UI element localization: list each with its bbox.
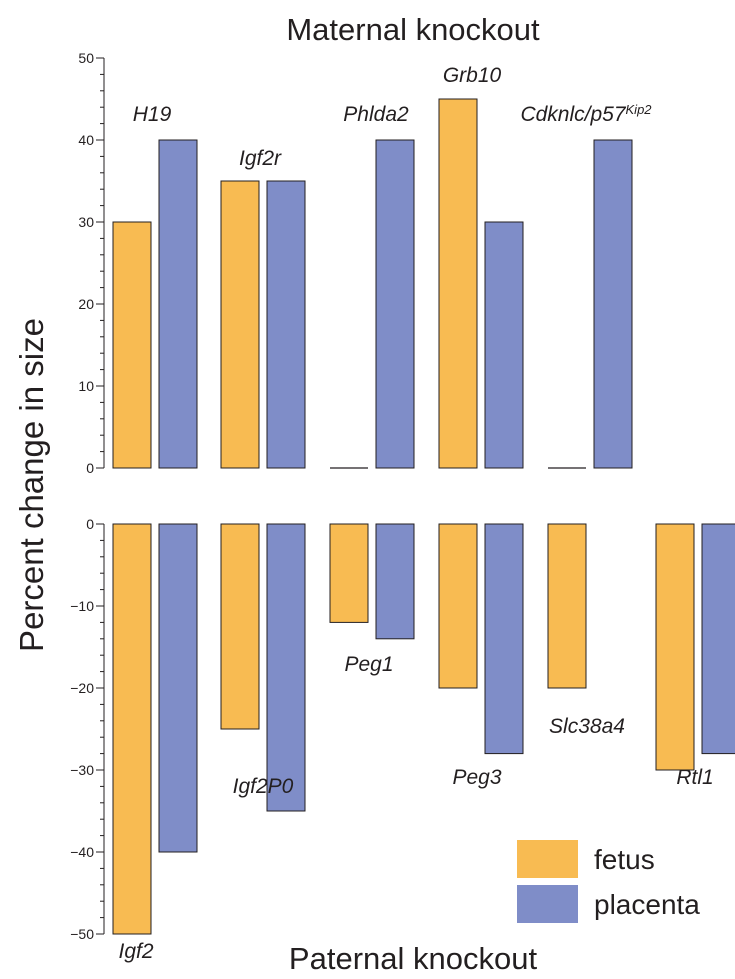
paternal-bar-peg3-fetus bbox=[438, 523, 478, 689]
top-y-tick-label: 10 bbox=[78, 378, 94, 394]
paternal-bar-rtl1-placenta bbox=[701, 523, 735, 755]
legend-swatch-fetus bbox=[517, 840, 578, 878]
maternal-bar-igf2r-placenta bbox=[266, 180, 306, 469]
maternal-bar-phlda2-placenta bbox=[375, 139, 415, 469]
paternal-bar-igf2p0-placenta bbox=[266, 523, 306, 812]
paternal-bar-igf2-placenta bbox=[158, 523, 198, 853]
gene-label-peg1: Peg1 bbox=[344, 653, 393, 676]
maternal-bar-igf2r-fetus bbox=[220, 180, 260, 469]
legend-label-fetus: fetus bbox=[594, 844, 655, 875]
top-y-axis: 0 10 20 30 40 50 bbox=[78, 50, 105, 476]
gene-label-igf2: Igf2 bbox=[118, 940, 153, 963]
gene-labels: H19 Igf2r Phlda2 Grb10 Cdknlc/p57Kip2 Igf2 Igf… bbox=[118, 64, 713, 963]
bottom-y-tick-label: −20 bbox=[70, 680, 94, 696]
bottom-y-axis: 0 −10 −20 −30 −40 −50 bbox=[70, 516, 105, 942]
gene-label-igf2p0: Igf2P0 bbox=[233, 775, 294, 798]
legend: fetus placenta bbox=[517, 840, 700, 923]
maternal-bar-cdknlc-p57-placenta bbox=[593, 139, 633, 469]
paternal-bar-slc38a4-fetus bbox=[547, 523, 587, 689]
paternal-bar-rtl1-fetus bbox=[655, 523, 695, 771]
gene-label-h19: H19 bbox=[133, 103, 172, 126]
bottom-y-tick-label: −50 bbox=[70, 926, 94, 942]
bottom-y-tick-label: −40 bbox=[70, 844, 94, 860]
top-panel-title: Maternal knockout bbox=[286, 12, 540, 47]
gene-label-cdknlc-p57: Cdknlc/p57Kip2 bbox=[520, 102, 652, 127]
top-y-tick-label: 0 bbox=[86, 460, 94, 476]
maternal-bar-grb10-fetus bbox=[438, 98, 478, 469]
paternal-bar-peg3-placenta bbox=[484, 523, 524, 755]
bars-group bbox=[112, 98, 735, 935]
gene-label-phlda2: Phlda2 bbox=[343, 103, 409, 126]
maternal-bar-h19-fetus bbox=[112, 221, 152, 469]
gene-label-grb10: Grb10 bbox=[443, 64, 502, 87]
legend-swatch-placenta bbox=[517, 885, 578, 923]
bottom-panel-title: Paternal knockout bbox=[289, 941, 538, 976]
gene-label-rtl1: Rtl1 bbox=[676, 766, 713, 789]
maternal-bar-h19-placenta bbox=[158, 139, 198, 469]
gene-label-igf2r: Igf2r bbox=[239, 147, 282, 170]
top-y-tick-label: 50 bbox=[78, 50, 94, 66]
y-axis-label: Percent change in size bbox=[13, 318, 50, 652]
top-y-tick-label: 30 bbox=[78, 214, 94, 230]
top-y-tick-label: 20 bbox=[78, 296, 94, 312]
paternal-bar-igf2-fetus bbox=[112, 523, 152, 935]
legend-label-placenta: placenta bbox=[594, 889, 700, 920]
bottom-y-tick-label: −10 bbox=[70, 598, 94, 614]
gene-label-peg3: Peg3 bbox=[452, 766, 501, 789]
paternal-bar-peg1-placenta bbox=[375, 523, 415, 640]
bottom-y-tick-label: 0 bbox=[86, 516, 94, 532]
paternal-bar-igf2p0-fetus bbox=[220, 523, 260, 730]
maternal-bar-grb10-placenta bbox=[484, 221, 524, 469]
top-y-tick-label: 40 bbox=[78, 132, 94, 148]
gene-label-slc38a4: Slc38a4 bbox=[549, 715, 625, 738]
paternal-bar-peg1-fetus bbox=[329, 523, 369, 623]
bottom-y-tick-label: −30 bbox=[70, 762, 94, 778]
